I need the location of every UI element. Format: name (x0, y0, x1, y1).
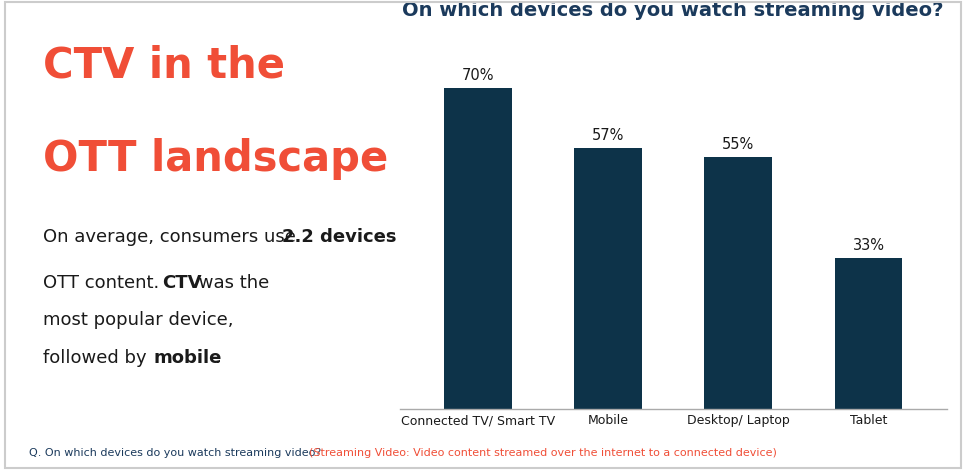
Text: 2.2 devices: 2.2 devices (282, 228, 396, 246)
Text: followed by: followed by (43, 349, 153, 367)
Text: CTV in the: CTV in the (43, 44, 285, 86)
Bar (574, 148, 642, 409)
Text: 55%: 55% (723, 137, 754, 152)
Text: OTT landscape: OTT landscape (43, 138, 388, 180)
Title: On which devices do you watch streaming video?: On which devices do you watch streaming … (403, 1, 944, 20)
Text: 33%: 33% (853, 238, 885, 253)
Text: CTV: CTV (162, 274, 202, 291)
Text: to stream: to stream (394, 228, 487, 246)
Text: On average, consumers use: On average, consumers use (43, 228, 301, 246)
Text: most popular device,: most popular device, (43, 311, 234, 329)
Text: OTT content.: OTT content. (43, 274, 165, 291)
Text: Q. On which devices do you watch streaming video?: Q. On which devices do you watch streami… (29, 448, 325, 458)
Text: 70%: 70% (462, 68, 495, 83)
Bar (835, 258, 902, 409)
Text: .: . (214, 349, 220, 367)
Text: was the: was the (193, 274, 270, 291)
Text: mobile: mobile (154, 349, 221, 367)
Bar (704, 157, 772, 409)
Text: 57%: 57% (592, 128, 624, 143)
Bar (444, 88, 512, 409)
Text: (Streaming Video: Video content streamed over the internet to a connected device: (Streaming Video: Video content streamed… (309, 448, 777, 458)
